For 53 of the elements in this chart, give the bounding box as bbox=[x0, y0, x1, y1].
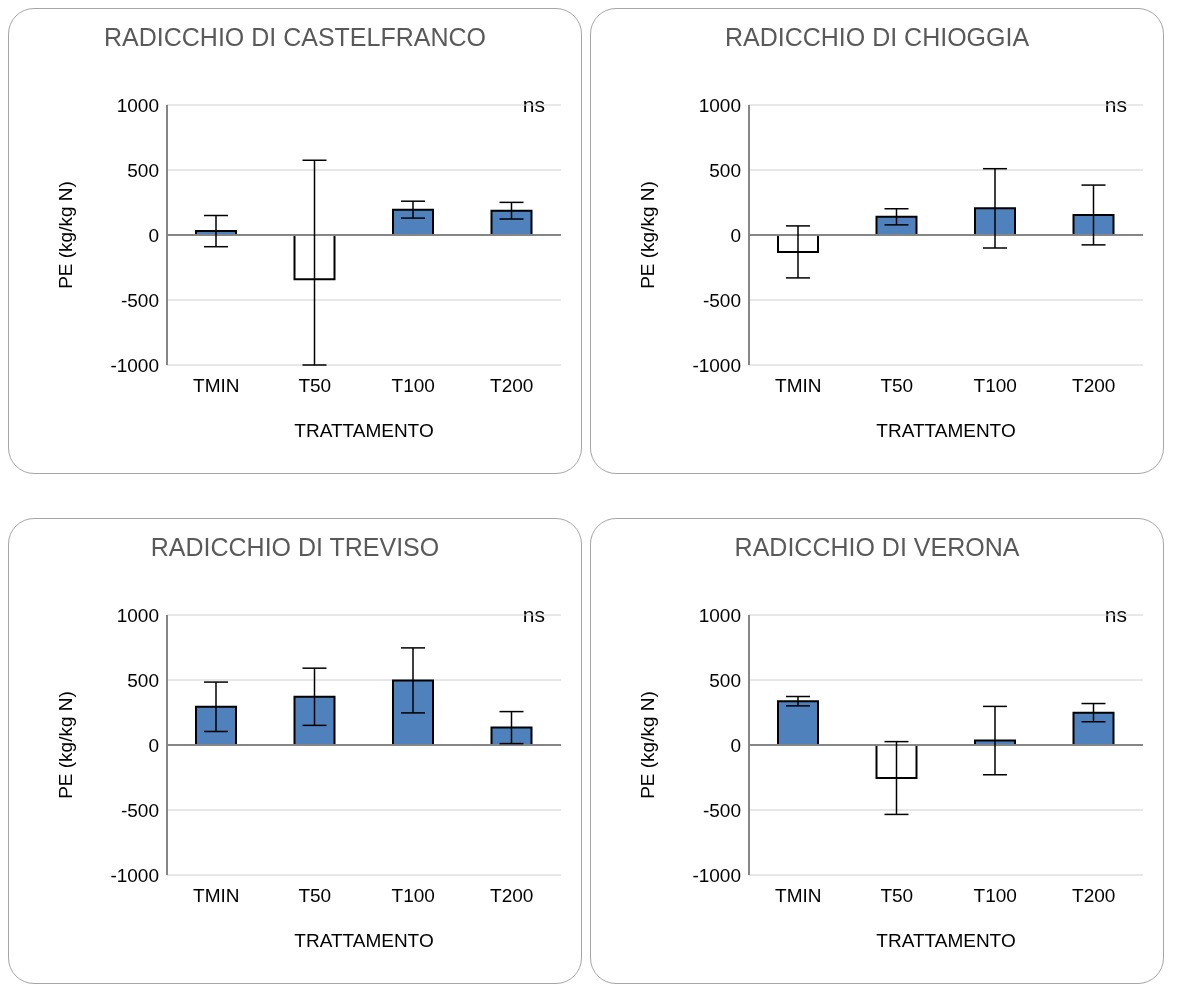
y-tick-label: -1000 bbox=[692, 354, 741, 376]
y-tick-label: -500 bbox=[120, 799, 159, 821]
y-tick-label: 1000 bbox=[116, 604, 159, 626]
y-tick-label: 0 bbox=[148, 224, 159, 246]
x-tick-label: T100 bbox=[973, 885, 1017, 907]
y-tick-label: -1000 bbox=[110, 354, 159, 376]
x-tick-label: TMIN bbox=[775, 885, 822, 907]
y-tick-label: 1000 bbox=[698, 94, 741, 116]
x-tick-label: T100 bbox=[391, 885, 435, 907]
y-tick-label: -1000 bbox=[692, 864, 741, 886]
x-tick-label: TMIN bbox=[193, 375, 240, 397]
annotation: ns bbox=[522, 93, 545, 117]
x-tick-label: T200 bbox=[490, 885, 534, 907]
annotation: ns bbox=[1104, 93, 1127, 117]
x-tick-label: T100 bbox=[391, 375, 435, 397]
x-tick-label: T50 bbox=[880, 885, 914, 907]
x-tick-label: T50 bbox=[880, 375, 914, 397]
y-axis-title: PE (kg/kg N) bbox=[54, 181, 76, 289]
y-tick-label: 500 bbox=[709, 159, 741, 181]
x-tick-label: T50 bbox=[298, 375, 332, 397]
y-tick-label: -500 bbox=[702, 799, 741, 821]
y-tick-label: 500 bbox=[127, 159, 159, 181]
y-axis-title: PE (kg/kg N) bbox=[636, 691, 658, 799]
x-axis-title: TRATTAMENTO bbox=[294, 420, 434, 441]
annotation: ns bbox=[522, 603, 545, 627]
bar bbox=[777, 700, 819, 746]
x-axis-title: TRATTAMENTO bbox=[876, 930, 1016, 951]
x-tick-label: T200 bbox=[1072, 375, 1116, 397]
annotation: ns bbox=[1104, 603, 1127, 627]
x-tick-label: TMIN bbox=[193, 885, 240, 907]
y-tick-label: -500 bbox=[702, 289, 741, 311]
y-tick-label: 1000 bbox=[698, 604, 741, 626]
y-tick-label: 0 bbox=[730, 734, 741, 756]
chart-title: RADICCHIO DI CASTELFRANCO bbox=[103, 23, 487, 52]
y-tick-label: 1000 bbox=[116, 94, 159, 116]
x-axis-title: TRATTAMENTO bbox=[294, 930, 434, 951]
y-axis-title: PE (kg/kg N) bbox=[636, 181, 658, 289]
x-tick-label: T50 bbox=[298, 885, 332, 907]
x-tick-label: T200 bbox=[490, 375, 534, 397]
x-axis-title: TRATTAMENTO bbox=[876, 420, 1016, 441]
chart-title: RADICCHIO DI TREVISO bbox=[149, 533, 441, 562]
y-tick-label: -1000 bbox=[110, 864, 159, 886]
y-tick-label: 0 bbox=[148, 734, 159, 756]
y-tick-label: 0 bbox=[730, 224, 741, 246]
y-tick-label: 500 bbox=[709, 669, 741, 691]
x-tick-label: TMIN bbox=[775, 375, 822, 397]
y-axis-title: PE (kg/kg N) bbox=[54, 691, 76, 799]
y-tick-label: -500 bbox=[120, 289, 159, 311]
x-tick-label: T100 bbox=[973, 375, 1017, 397]
chart-title: RADICCHIO DI CHIOGGIA bbox=[723, 23, 1031, 52]
y-tick-label: 500 bbox=[127, 669, 159, 691]
x-tick-label: T200 bbox=[1072, 885, 1116, 907]
chart-title: RADICCHIO DI VERONA bbox=[733, 533, 1021, 562]
